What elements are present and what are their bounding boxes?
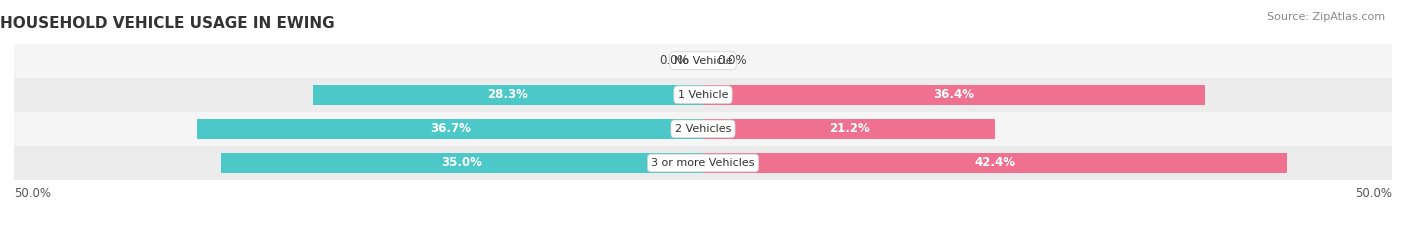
Bar [14,44,1392,78]
Text: 50.0%: 50.0% [1355,187,1392,200]
Bar [703,119,995,139]
Legend: Owner-occupied, Renter-occupied: Owner-occupied, Renter-occupied [565,229,841,233]
Bar [14,112,1392,146]
Text: 36.7%: 36.7% [430,122,471,135]
Text: 1 Vehicle: 1 Vehicle [678,90,728,100]
Text: 3 or more Vehicles: 3 or more Vehicles [651,158,755,168]
Text: 21.2%: 21.2% [828,122,869,135]
Text: Source: ZipAtlas.com: Source: ZipAtlas.com [1267,12,1385,22]
Text: 35.0%: 35.0% [441,157,482,169]
Text: HOUSEHOLD VEHICLE USAGE IN EWING: HOUSEHOLD VEHICLE USAGE IN EWING [0,16,335,31]
Text: 36.4%: 36.4% [934,88,974,101]
Bar [221,153,703,173]
Text: 50.0%: 50.0% [14,187,51,200]
Bar [703,85,1205,105]
Text: 2 Vehicles: 2 Vehicles [675,124,731,134]
Text: 0.0%: 0.0% [659,54,689,67]
Text: 0.0%: 0.0% [717,54,747,67]
Bar [14,78,1392,112]
Text: 42.4%: 42.4% [974,157,1015,169]
Bar [14,146,1392,180]
Bar [703,153,1288,173]
Bar [197,119,703,139]
Bar [314,85,703,105]
Text: No Vehicle: No Vehicle [673,56,733,66]
Text: 28.3%: 28.3% [488,88,529,101]
